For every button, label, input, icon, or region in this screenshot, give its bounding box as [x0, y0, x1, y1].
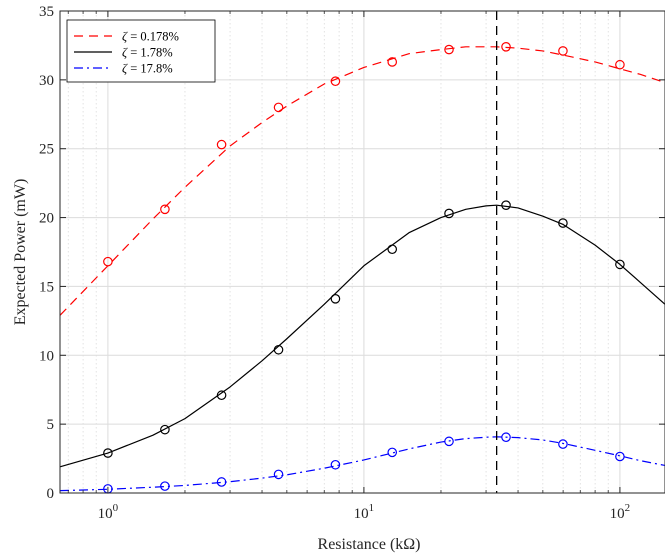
data-point — [103, 448, 113, 458]
data-point — [558, 218, 568, 228]
data-point — [387, 244, 398, 255]
data-point — [615, 451, 625, 462]
x-tick-label-exponent: 2 — [625, 502, 631, 514]
data-point — [615, 259, 625, 270]
data-point — [216, 477, 227, 487]
legend-entries: ζ = 0.178%ζ = 1.78%ζ = 17.8% — [74, 30, 179, 76]
data-point — [160, 481, 170, 491]
data-point — [501, 200, 511, 210]
legend-label: ζ = 0.178% — [122, 30, 179, 44]
legend-label-symbol: ζ — [122, 62, 128, 76]
plot-frame — [59, 10, 665, 494]
x-tick-label: 101 — [354, 502, 375, 522]
x-tick-label-base: 10 — [610, 506, 625, 522]
legend-label-text: = 17.8% — [127, 62, 173, 76]
data-point — [273, 102, 284, 113]
x-tick-label: 102 — [610, 502, 631, 522]
x-tick-label-exponent: 0 — [113, 502, 119, 514]
series-curves — [59, 46, 665, 492]
grid — [60, 11, 665, 493]
y-tick-label: 25 — [39, 142, 54, 158]
data-point — [330, 459, 341, 470]
data-point — [558, 439, 568, 449]
data-point — [330, 294, 341, 304]
legend: ζ = 0.178%ζ = 1.78%ζ = 17.8% — [66, 19, 216, 83]
series-line — [59, 436, 665, 492]
series-line — [59, 46, 665, 316]
x-tick-label-base: 10 — [354, 506, 369, 522]
legend-box — [66, 19, 216, 83]
y-tick-label: 15 — [39, 279, 54, 295]
data-point — [216, 390, 227, 401]
y-tick-label: 10 — [39, 348, 54, 364]
y-tick-label: 20 — [39, 211, 54, 227]
data-point — [501, 432, 511, 443]
data-point — [273, 469, 284, 480]
data-point — [444, 208, 454, 219]
legend-label-text: = 1.78% — [127, 46, 173, 60]
data-point — [273, 344, 284, 355]
data-point — [160, 204, 170, 215]
data-point — [444, 44, 454, 55]
data-point — [615, 59, 625, 70]
legend-label: ζ = 1.78% — [122, 46, 173, 60]
legend-label-text: = 0.178% — [127, 30, 179, 44]
legend-label-symbol: ζ — [122, 30, 128, 44]
data-point — [103, 256, 113, 267]
data-point — [216, 139, 227, 150]
legend-label: ζ = 17.8% — [122, 62, 173, 76]
data-point — [160, 424, 170, 435]
y-axis-title: Expected Power (mW) — [12, 179, 29, 326]
x-tick-label-exponent: 1 — [369, 502, 375, 514]
y-tick-label: 35 — [39, 4, 54, 20]
x-tick-label-base: 10 — [98, 506, 113, 522]
data-point — [501, 42, 511, 52]
series-line — [59, 204, 665, 468]
x-axis-title: Resistance (kΩ) — [318, 536, 421, 553]
legend-label-symbol: ζ — [122, 46, 128, 60]
data-point — [444, 436, 454, 447]
y-tick-label: 5 — [47, 417, 55, 433]
y-tick-label: 30 — [39, 73, 54, 89]
data-point — [558, 46, 568, 56]
x-tick-label: 100 — [98, 502, 119, 522]
data-point — [387, 57, 398, 67]
axes — [59, 10, 665, 494]
data-point — [387, 447, 398, 458]
y-tick-label: 0 — [47, 486, 55, 502]
series-markers — [103, 42, 625, 494]
data-point — [330, 76, 341, 87]
